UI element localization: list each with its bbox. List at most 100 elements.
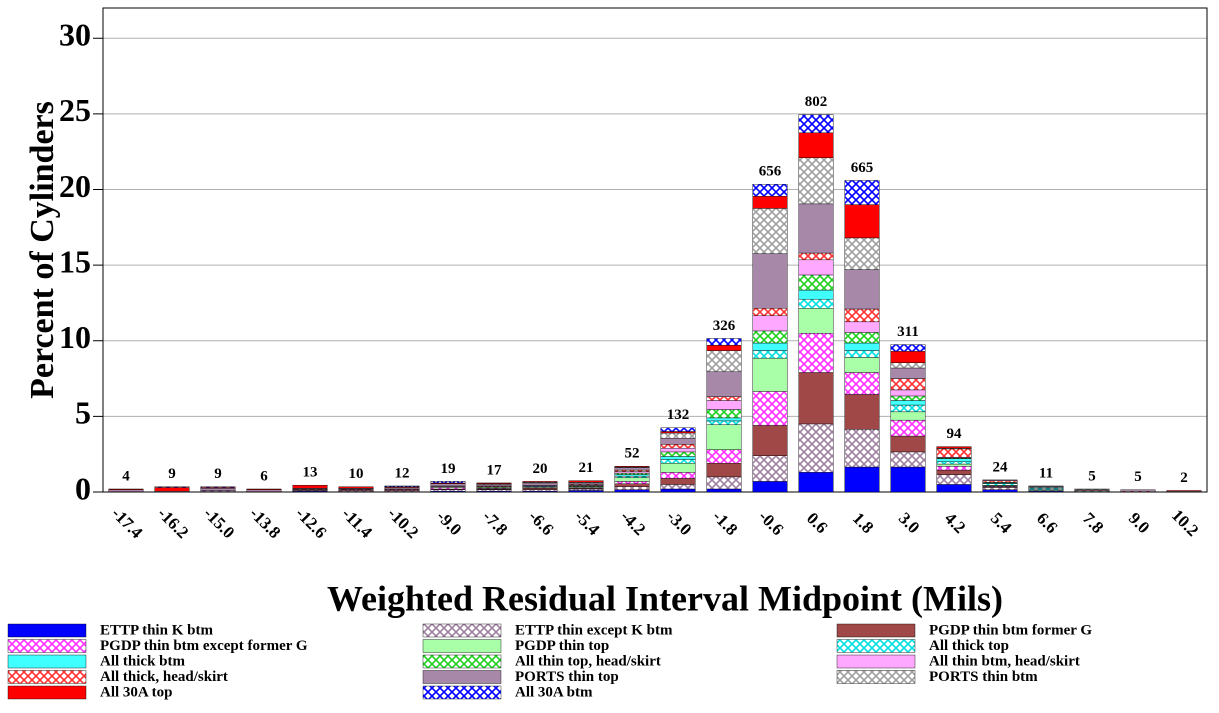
bar-segment (936, 448, 972, 458)
bar-segment (982, 483, 1018, 486)
x-tick-label: -6.6 (525, 507, 557, 539)
bar-segment (844, 332, 880, 344)
x-tick-label: 6.6 (1033, 509, 1061, 537)
legend-label: PGDP thin btm former G (929, 622, 1092, 638)
bar-segment (108, 488, 144, 490)
count-label: 665 (851, 160, 874, 176)
x-tick-label: 4.2 (941, 509, 969, 537)
bar-segment (522, 488, 558, 490)
bar-segment (844, 466, 880, 493)
legend-swatch (836, 639, 916, 653)
bar-segment (706, 488, 742, 493)
bar-segment (246, 488, 282, 490)
bar-segment (614, 469, 650, 472)
bar-segment (890, 362, 926, 369)
bar-segment (154, 487, 190, 492)
bar-segment (798, 298, 834, 309)
bar-segment (1166, 490, 1202, 492)
bar-segment (614, 474, 650, 477)
bar-segment (706, 409, 742, 419)
bar-segment (936, 474, 972, 485)
bar-segment (430, 489, 466, 492)
bar-segment (844, 342, 880, 351)
count-label: 10 (349, 466, 364, 482)
bar-segment (844, 394, 880, 430)
count-label: 11 (1039, 465, 1053, 481)
bar-segment (568, 488, 604, 491)
bar-segment (614, 481, 650, 484)
x-tick-label: -7.8 (479, 507, 511, 539)
legend-label: All 30A top (100, 684, 173, 700)
bar-segment (660, 444, 696, 449)
legend-label: All thick top (929, 638, 1009, 654)
x-tick-label: -13.8 (246, 504, 284, 542)
bar-segment (706, 420, 742, 425)
bar-segment (614, 477, 650, 482)
bar-segment (890, 351, 926, 363)
bar-segment (522, 489, 558, 492)
bar-segment (568, 480, 604, 483)
bar-segment (752, 342, 788, 351)
bar-segment (936, 484, 972, 493)
bar-segment (890, 466, 926, 493)
bar-segment (982, 480, 1018, 483)
bar-segment (844, 429, 880, 468)
bar-segment (200, 486, 236, 488)
count-label: 326 (713, 318, 736, 334)
bar-segment (890, 404, 926, 413)
count-label: 21 (579, 460, 594, 476)
x-tick-label: -10.2 (384, 504, 422, 542)
bar-segment (798, 372, 834, 425)
legend-swatch (422, 654, 502, 669)
x-tick-label: -11.4 (338, 504, 376, 542)
x-tick-label: -17.4 (108, 504, 147, 543)
bar-segment (522, 481, 558, 483)
bar-segment (936, 463, 972, 467)
count-label: 5 (1088, 468, 1096, 484)
bar-segment (660, 427, 696, 432)
count-label: 132 (667, 407, 690, 423)
bar-segment (384, 485, 420, 487)
bar-segment (798, 252, 834, 261)
x-tick-label: -5.4 (571, 507, 604, 540)
bar-segment (752, 308, 788, 316)
bar-segment (798, 332, 834, 373)
bar-segment (752, 425, 788, 456)
bar-segment (890, 419, 926, 437)
bar-segment (660, 472, 696, 479)
bar-segment (936, 446, 972, 449)
count-label: 4 (122, 468, 130, 484)
bar-segment (798, 289, 834, 300)
bar-segment (476, 489, 512, 492)
y-tick-label: 15 (59, 243, 91, 279)
bar-segment (890, 378, 926, 391)
bar-segment (752, 350, 788, 359)
legend-label: All thin btm, head/skirt (929, 653, 1080, 669)
bar-segment (752, 357, 788, 392)
bar-segment (798, 114, 834, 133)
bar-segment (706, 424, 742, 450)
bar-segment (338, 486, 374, 489)
count-label: 17 (487, 462, 503, 478)
bar-segment (752, 208, 788, 254)
bar-segment (798, 472, 834, 493)
bar-segment (706, 371, 742, 397)
count-label: 12 (395, 465, 410, 481)
bar-segment (798, 203, 834, 254)
plot-frame (102, 7, 1208, 493)
bar-segment (982, 489, 1018, 493)
bar-segment (1120, 489, 1156, 492)
bar-segment (844, 204, 880, 239)
count-label: 94 (947, 426, 963, 442)
bar-segment (660, 456, 696, 460)
bar-segment (200, 488, 236, 491)
bar-segment (660, 432, 696, 439)
legend-swatch (422, 639, 502, 653)
bar-segment (752, 253, 788, 309)
count-label: 6 (260, 468, 268, 484)
y-tick-label: 10 (59, 319, 91, 355)
bar-segment (614, 483, 650, 487)
legend-swatch (836, 623, 916, 638)
bar-segment (430, 483, 466, 487)
